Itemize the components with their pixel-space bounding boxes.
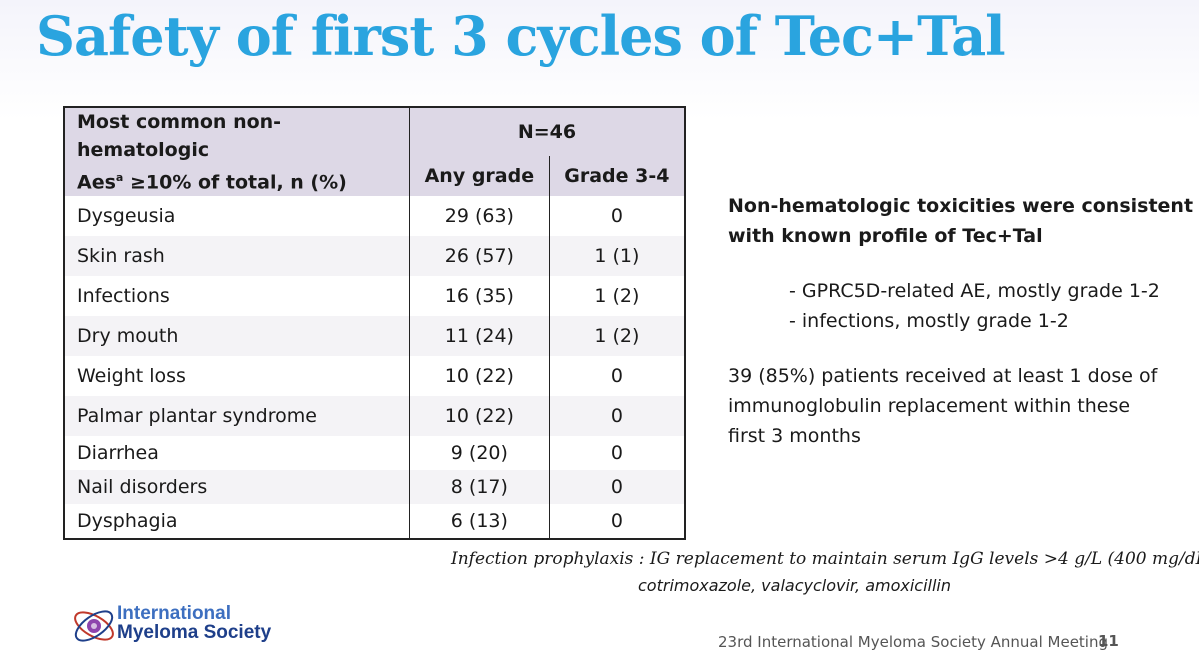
grade34-cell: 0 bbox=[549, 470, 686, 505]
any-grade-cell: 11 (24) bbox=[409, 316, 550, 357]
any-grade-cell: 6 (13) bbox=[409, 504, 550, 540]
ae-cell: Dysgeusia bbox=[64, 196, 410, 237]
grade34-cell: 1 (2) bbox=[549, 316, 686, 357]
ae-cell: Diarrhea bbox=[64, 436, 410, 471]
grade34-cell: 0 bbox=[549, 196, 686, 237]
any-grade-cell: 29 (63) bbox=[409, 196, 550, 237]
n-header: N=46 bbox=[409, 107, 686, 157]
table-row: Dry mouth 11 (24) 1 (2) bbox=[64, 316, 686, 357]
table-row: Skin rash 26 (57) 1 (1) bbox=[64, 236, 686, 277]
ae-cell: Palmar plantar syndrome bbox=[64, 396, 410, 437]
ae-cell: Nail disorders bbox=[64, 470, 410, 505]
toxicity-heading-line1: Non-hematologic toxicities were consiste… bbox=[728, 195, 1194, 217]
any-grade-cell: 8 (17) bbox=[409, 470, 550, 505]
logo-line1: International bbox=[117, 603, 232, 624]
ae-header-line1: Most common non-hematologic bbox=[77, 111, 282, 161]
footer-meeting: 23rd International Myeloma Society Annua… bbox=[718, 633, 1108, 651]
ims-logo-icon bbox=[74, 610, 114, 642]
ae-cell: Infections bbox=[64, 276, 410, 317]
table-row: Infections 16 (35) 1 (2) bbox=[64, 276, 686, 317]
page-number: 11 bbox=[1098, 632, 1119, 650]
toxicity-heading: Non-hematologic toxicities were consiste… bbox=[728, 191, 1193, 251]
toxicity-heading-line2: with known profile of Tec+Tal bbox=[728, 225, 1043, 247]
grade34-cell: 1 (2) bbox=[549, 276, 686, 317]
bullet-infections: - infections, mostly grade 1-2 bbox=[789, 310, 1069, 332]
any-grade-cell: 10 (22) bbox=[409, 356, 550, 397]
table-row: Palmar plantar syndrome 10 (22) 0 bbox=[64, 396, 686, 437]
any-grade-cell: 26 (57) bbox=[409, 236, 550, 277]
grade34-cell: 0 bbox=[549, 504, 686, 540]
logo-line2: Myeloma Society bbox=[117, 622, 272, 643]
table-row: Dysphagia 6 (13) 0 bbox=[64, 504, 686, 540]
ae-cell: Weight loss bbox=[64, 356, 410, 397]
ae-cell: Dry mouth bbox=[64, 316, 410, 357]
infection-prophylaxis-note: Infection prophylaxis : IG replacement t… bbox=[451, 549, 1199, 569]
grade34-cell: 0 bbox=[549, 356, 686, 397]
ae-header-line2-pre: Aes bbox=[77, 171, 116, 194]
any-grade-cell: 10 (22) bbox=[409, 396, 550, 437]
grade34-cell: 1 (1) bbox=[549, 236, 686, 277]
ims-logo: International Myeloma Society bbox=[70, 600, 290, 656]
ae-header-superscript: a bbox=[115, 171, 124, 184]
table-row: Nail disorders 8 (17) 0 bbox=[64, 470, 686, 505]
table-row: Diarrhea 9 (20) 0 bbox=[64, 436, 686, 471]
slide-title: Safety of first 3 cycles of Tec+Tal bbox=[36, 4, 1006, 68]
ae-cell: Dysphagia bbox=[64, 504, 410, 540]
ae-header-line2-post: ≥10% of total, n (%) bbox=[123, 171, 347, 194]
any-grade-cell: 9 (20) bbox=[409, 436, 550, 471]
any-grade-header: Any grade bbox=[409, 156, 550, 197]
table-row: Dysgeusia 29 (63) 0 bbox=[64, 196, 686, 237]
grade34-cell: 0 bbox=[549, 396, 686, 437]
ae-cell: Skin rash bbox=[64, 236, 410, 277]
stat-line1: 39 (85%) patients received at least 1 do… bbox=[728, 365, 1158, 387]
any-grade-cell: 16 (35) bbox=[409, 276, 550, 317]
grade34-header: Grade 3-4 bbox=[549, 156, 686, 197]
table-row: Weight loss 10 (22) 0 bbox=[64, 356, 686, 397]
stat-line2: immunoglobulin replacement within these bbox=[728, 395, 1131, 417]
grade34-cell: 0 bbox=[549, 436, 686, 471]
ig-replacement-stat: 39 (85%) patients received at least 1 do… bbox=[728, 361, 1157, 451]
toxicity-bullets: - GPRC5D-related AE, mostly grade 1-2 - … bbox=[789, 276, 1160, 336]
ims-logo-text: International Myeloma Society bbox=[117, 604, 271, 642]
stat-line3: first 3 months bbox=[728, 425, 861, 447]
bullet-gprc5d: - GPRC5D-related AE, mostly grade 1-2 bbox=[789, 280, 1160, 302]
adverse-events-table: Most common non-hematologic Aesa ≥10% of… bbox=[63, 106, 686, 541]
ae-column-header: Most common non-hematologic Aesa ≥10% of… bbox=[64, 107, 410, 197]
prophylaxis-drugs: cotrimoxazole, valacyclovir, amoxicillin bbox=[638, 576, 952, 595]
